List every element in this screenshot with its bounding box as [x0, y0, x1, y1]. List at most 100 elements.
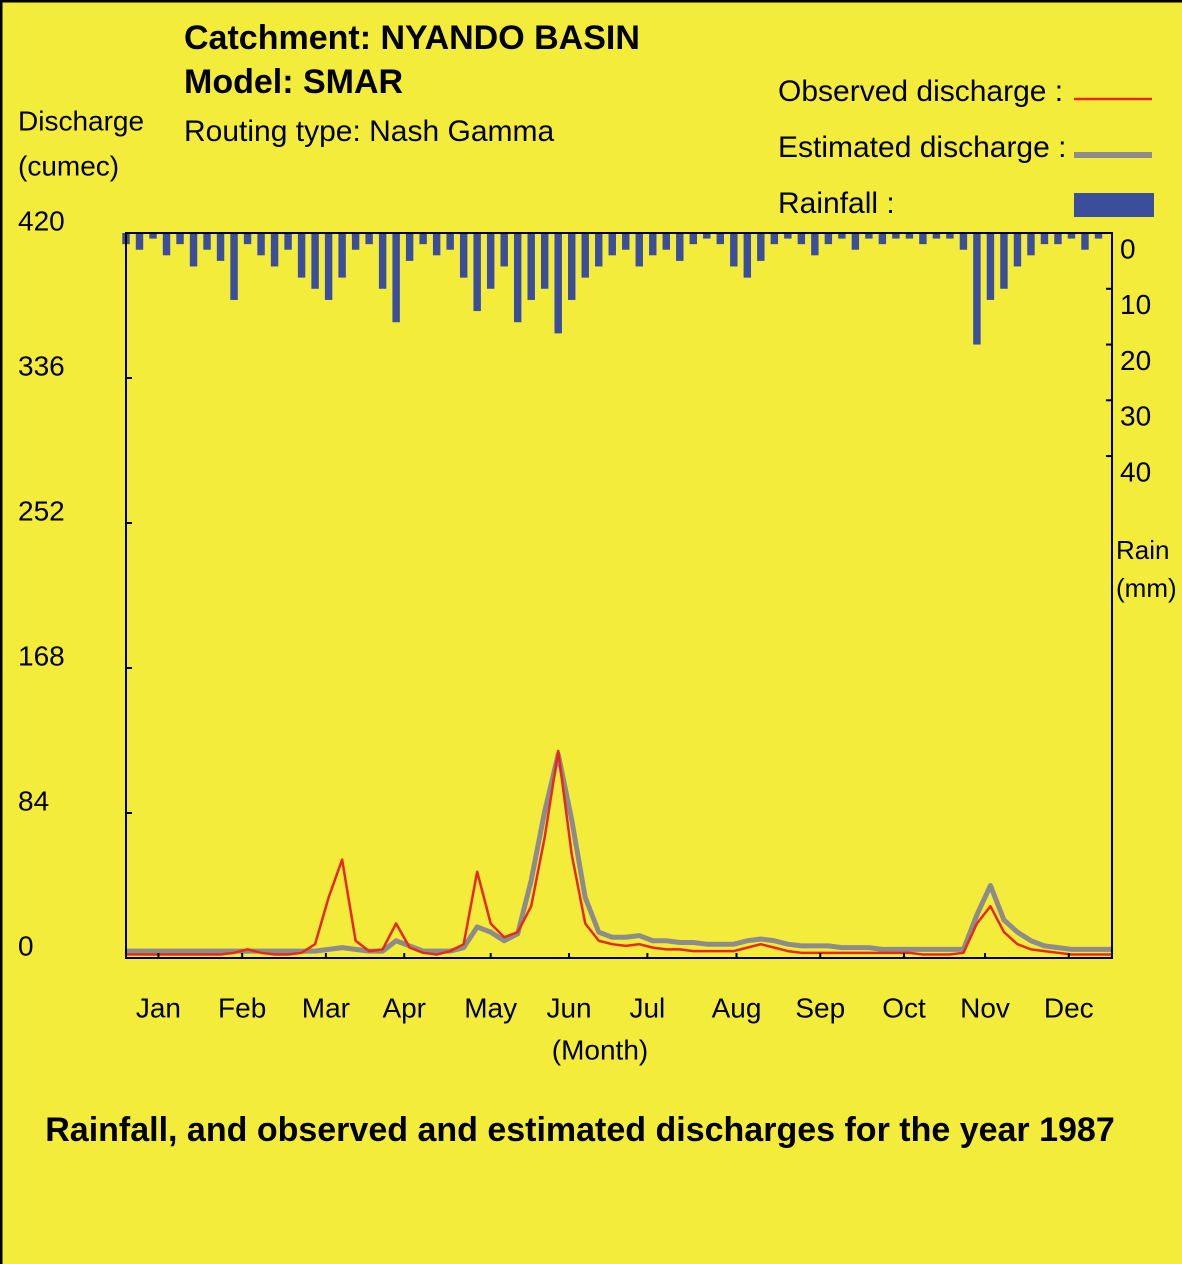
rain-bar [730, 233, 738, 267]
rain-bar [581, 233, 589, 278]
rain-bar [757, 233, 765, 261]
rain-bar [459, 233, 468, 278]
y2-axis-label: (mm) [1116, 573, 1177, 603]
rain-bar [176, 233, 184, 245]
rain-bar [392, 233, 400, 323]
x-tick-label: Aug [712, 992, 762, 1023]
rain-bar [230, 233, 238, 300]
rain-bar [973, 233, 981, 345]
rain-bar [986, 233, 995, 300]
rain-bar [486, 233, 495, 289]
rain-bar [1040, 233, 1049, 245]
y2-axis-label: Rain [1116, 535, 1169, 565]
rain-bar [257, 233, 265, 256]
x-tick-label: Apr [382, 992, 426, 1023]
rain-bar [270, 233, 279, 267]
title: Model: SMAR [184, 63, 403, 101]
y2-tick-label: 0 [1120, 233, 1136, 264]
rain-bar [622, 233, 630, 250]
legend-label: Estimated discharge : [778, 131, 1066, 164]
x-axis-label: (Month) [552, 1034, 648, 1065]
rain-bar [149, 233, 157, 239]
y-tick-label: 420 [18, 205, 65, 236]
rain-bar [689, 233, 698, 245]
rain-bar [432, 233, 441, 256]
y-tick-label: 168 [18, 640, 65, 671]
rain-bar [419, 233, 427, 245]
rain-bar [716, 233, 725, 245]
rain-bar [784, 233, 792, 239]
rain-bar [1054, 233, 1062, 245]
rain-bar [1081, 233, 1089, 250]
plot-frame [125, 232, 1113, 959]
rain-bar [838, 233, 846, 239]
rain-bar [243, 233, 252, 245]
rain-bar [1067, 233, 1076, 239]
x-tick-label: Sep [795, 992, 845, 1023]
y-tick-label: 252 [18, 495, 65, 526]
y-tick-label: 84 [18, 785, 49, 816]
y-axis-label: (cumec) [18, 150, 119, 181]
rain-bar [878, 233, 887, 245]
rain-bar [203, 233, 211, 250]
rain-bar [135, 233, 144, 250]
y2-tick-label: 20 [1120, 345, 1151, 376]
rain-bar [892, 233, 900, 239]
rain-bar [743, 233, 752, 278]
rain-bar [1000, 233, 1008, 289]
y2-tick-label: 30 [1120, 401, 1151, 432]
rain-bar [959, 233, 968, 250]
rain-bar [1013, 233, 1022, 267]
rain-bar [324, 233, 333, 300]
x-tick-label: May [464, 992, 517, 1023]
y-tick-label: 336 [18, 350, 65, 381]
rain-bar [946, 233, 954, 239]
rain-bar [338, 233, 346, 278]
rain-bar [608, 233, 616, 256]
x-tick-label: Jan [136, 992, 181, 1023]
rain-bar [297, 233, 306, 278]
rain-bar [568, 233, 576, 300]
rain-bar [500, 233, 508, 267]
y-axis-label: Discharge [18, 105, 144, 136]
x-tick-label: Dec [1044, 992, 1094, 1023]
rain-bar [284, 233, 292, 250]
rain-bar [378, 233, 387, 289]
rain-bar [189, 233, 198, 267]
rain-bar [405, 233, 414, 261]
y2-tick-label: 40 [1120, 456, 1151, 487]
rain-bar [595, 233, 603, 267]
rain-bar [905, 233, 914, 239]
x-tick-label: Jun [546, 992, 591, 1023]
rain-bar [540, 233, 549, 289]
caption: Rainfall, and observed and estimated dis… [45, 1111, 1115, 1149]
x-tick-label: Oct [882, 992, 926, 1023]
rain-bar [365, 233, 373, 245]
rain-bar [811, 233, 819, 256]
rain-bar [1094, 233, 1103, 239]
rain-bar [703, 233, 711, 239]
rain-bar [351, 233, 360, 250]
y2-tick-label: 10 [1120, 289, 1151, 320]
rain-bar [311, 233, 319, 289]
rain-bar [473, 233, 481, 312]
rain-bar [216, 233, 225, 261]
legend-label: Rainfall : [778, 187, 895, 220]
rain-bar [635, 233, 643, 267]
x-tick-label: Feb [218, 992, 266, 1023]
rain-bar [770, 233, 779, 245]
rain-bar [662, 233, 670, 250]
rain-bar [919, 233, 927, 245]
y-tick-label: 0 [18, 930, 34, 961]
rain-bar [649, 233, 657, 256]
discharge-line [126, 749, 1112, 956]
rain-bar [162, 233, 171, 256]
legend-label: Observed discharge : [778, 75, 1063, 108]
rain-bar [1027, 233, 1035, 256]
rain-bar [513, 233, 522, 323]
rain-bar [676, 233, 684, 261]
rain-bar [554, 233, 562, 334]
rain-bar [527, 233, 535, 300]
